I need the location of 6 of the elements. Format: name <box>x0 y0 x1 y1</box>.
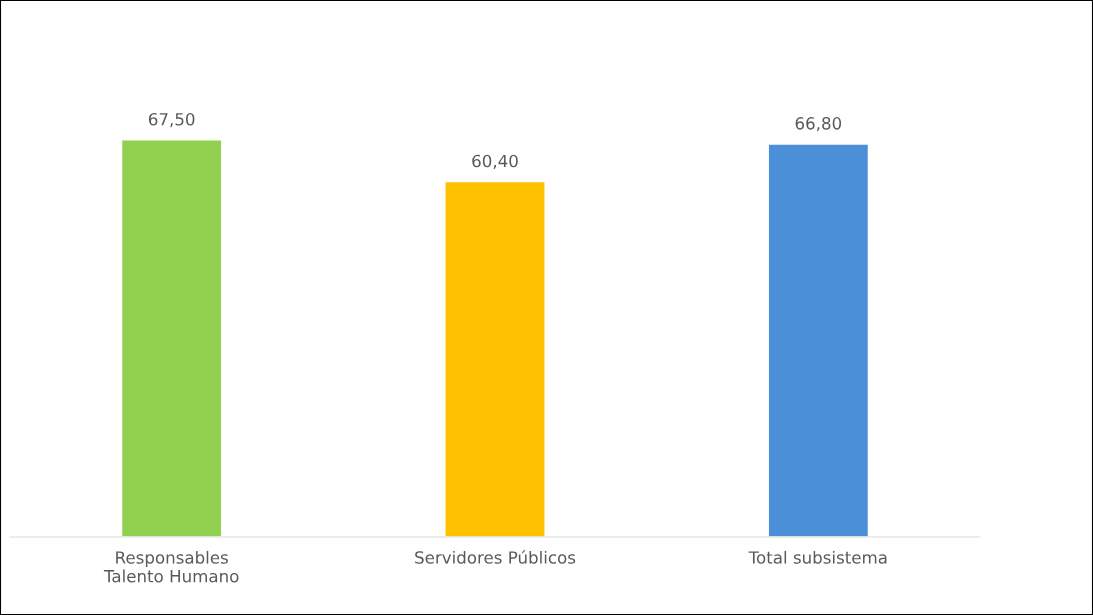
data-label: 67,50 <box>148 112 195 128</box>
x-tick-label: Servidores Públicos <box>415 550 576 564</box>
x-tick-label: Responsables Talento Humano <box>103 550 239 583</box>
data-label: 66,80 <box>795 117 842 132</box>
x-tick-label: Total subsistema <box>748 550 887 564</box>
data-label: 60,40 <box>472 154 518 169</box>
